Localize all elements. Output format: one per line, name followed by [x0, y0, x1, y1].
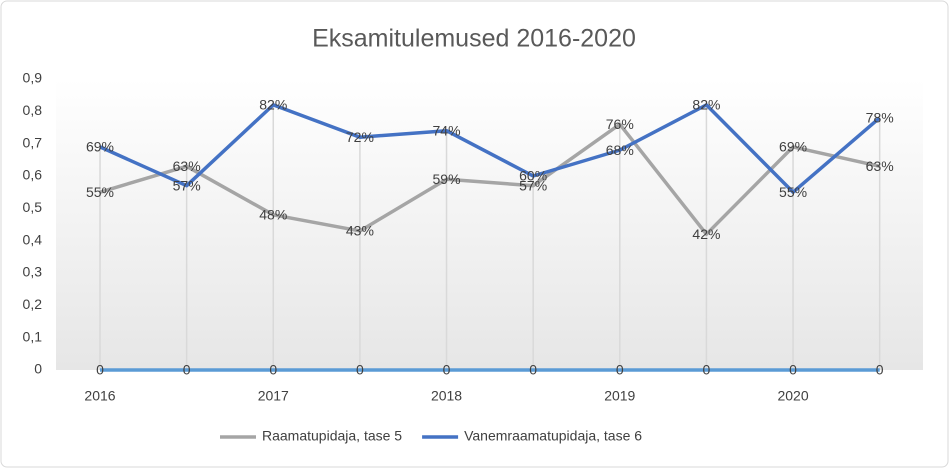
data-label: 59%: [433, 171, 461, 187]
data-label: 78%: [866, 110, 894, 126]
data-label: 0: [269, 362, 277, 378]
data-label: 48%: [259, 207, 287, 223]
data-label: 55%: [86, 184, 114, 200]
y-tick-label: 0,2: [23, 296, 43, 312]
data-label: 0: [703, 362, 711, 378]
data-label: 74%: [433, 122, 461, 138]
data-label: 63%: [866, 158, 894, 174]
plot-area: [56, 79, 923, 370]
chart-title: Eksamitulemused 2016-2020: [312, 25, 636, 53]
y-tick-label: 0,6: [23, 167, 43, 183]
data-label: 0: [356, 362, 364, 378]
data-label: 0: [529, 362, 537, 378]
data-label: 76%: [606, 116, 634, 132]
data-label: 0: [789, 362, 797, 378]
data-label: 0: [96, 362, 104, 378]
y-tick-label: 0,7: [23, 134, 43, 150]
y-tick-label: 0,9: [23, 70, 43, 86]
y-tick-label: 0,5: [23, 199, 43, 215]
data-label: 69%: [779, 139, 807, 155]
data-label: 57%: [173, 177, 201, 193]
data-label: 0: [616, 362, 624, 378]
series-line: [99, 122, 881, 236]
data-label: 68%: [606, 142, 634, 158]
data-label: 72%: [346, 129, 374, 145]
y-tick-label: 0,8: [23, 102, 43, 118]
series-line: [99, 103, 881, 194]
y-tick-label: 0: [34, 361, 42, 377]
legend-label: Vanemraamatupidaja, tase 6: [464, 428, 642, 444]
data-label: 60%: [519, 168, 547, 184]
data-label: 0: [183, 362, 191, 378]
x-tick-label: 2016: [84, 388, 115, 404]
data-label: 0: [443, 362, 451, 378]
data-label: 82%: [259, 97, 287, 113]
x-tick-label: 2018: [431, 388, 462, 404]
data-label: 82%: [692, 97, 720, 113]
x-tick-label: 2019: [604, 388, 635, 404]
data-label: 63%: [173, 158, 201, 174]
data-label: 69%: [86, 139, 114, 155]
x-tick-label: 2020: [777, 388, 808, 404]
y-tick-label: 0,4: [23, 231, 43, 247]
data-label: 42%: [692, 226, 720, 242]
data-label: 57%: [519, 177, 547, 193]
legend-label: Raamatupidaja, tase 5: [262, 428, 402, 444]
y-tick-label: 0,1: [23, 328, 43, 344]
x-tick-label: 2017: [258, 388, 289, 404]
data-label: 43%: [346, 223, 374, 239]
data-label: 0: [876, 362, 884, 378]
data-label: 55%: [779, 184, 807, 200]
y-tick-label: 0,3: [23, 264, 43, 280]
